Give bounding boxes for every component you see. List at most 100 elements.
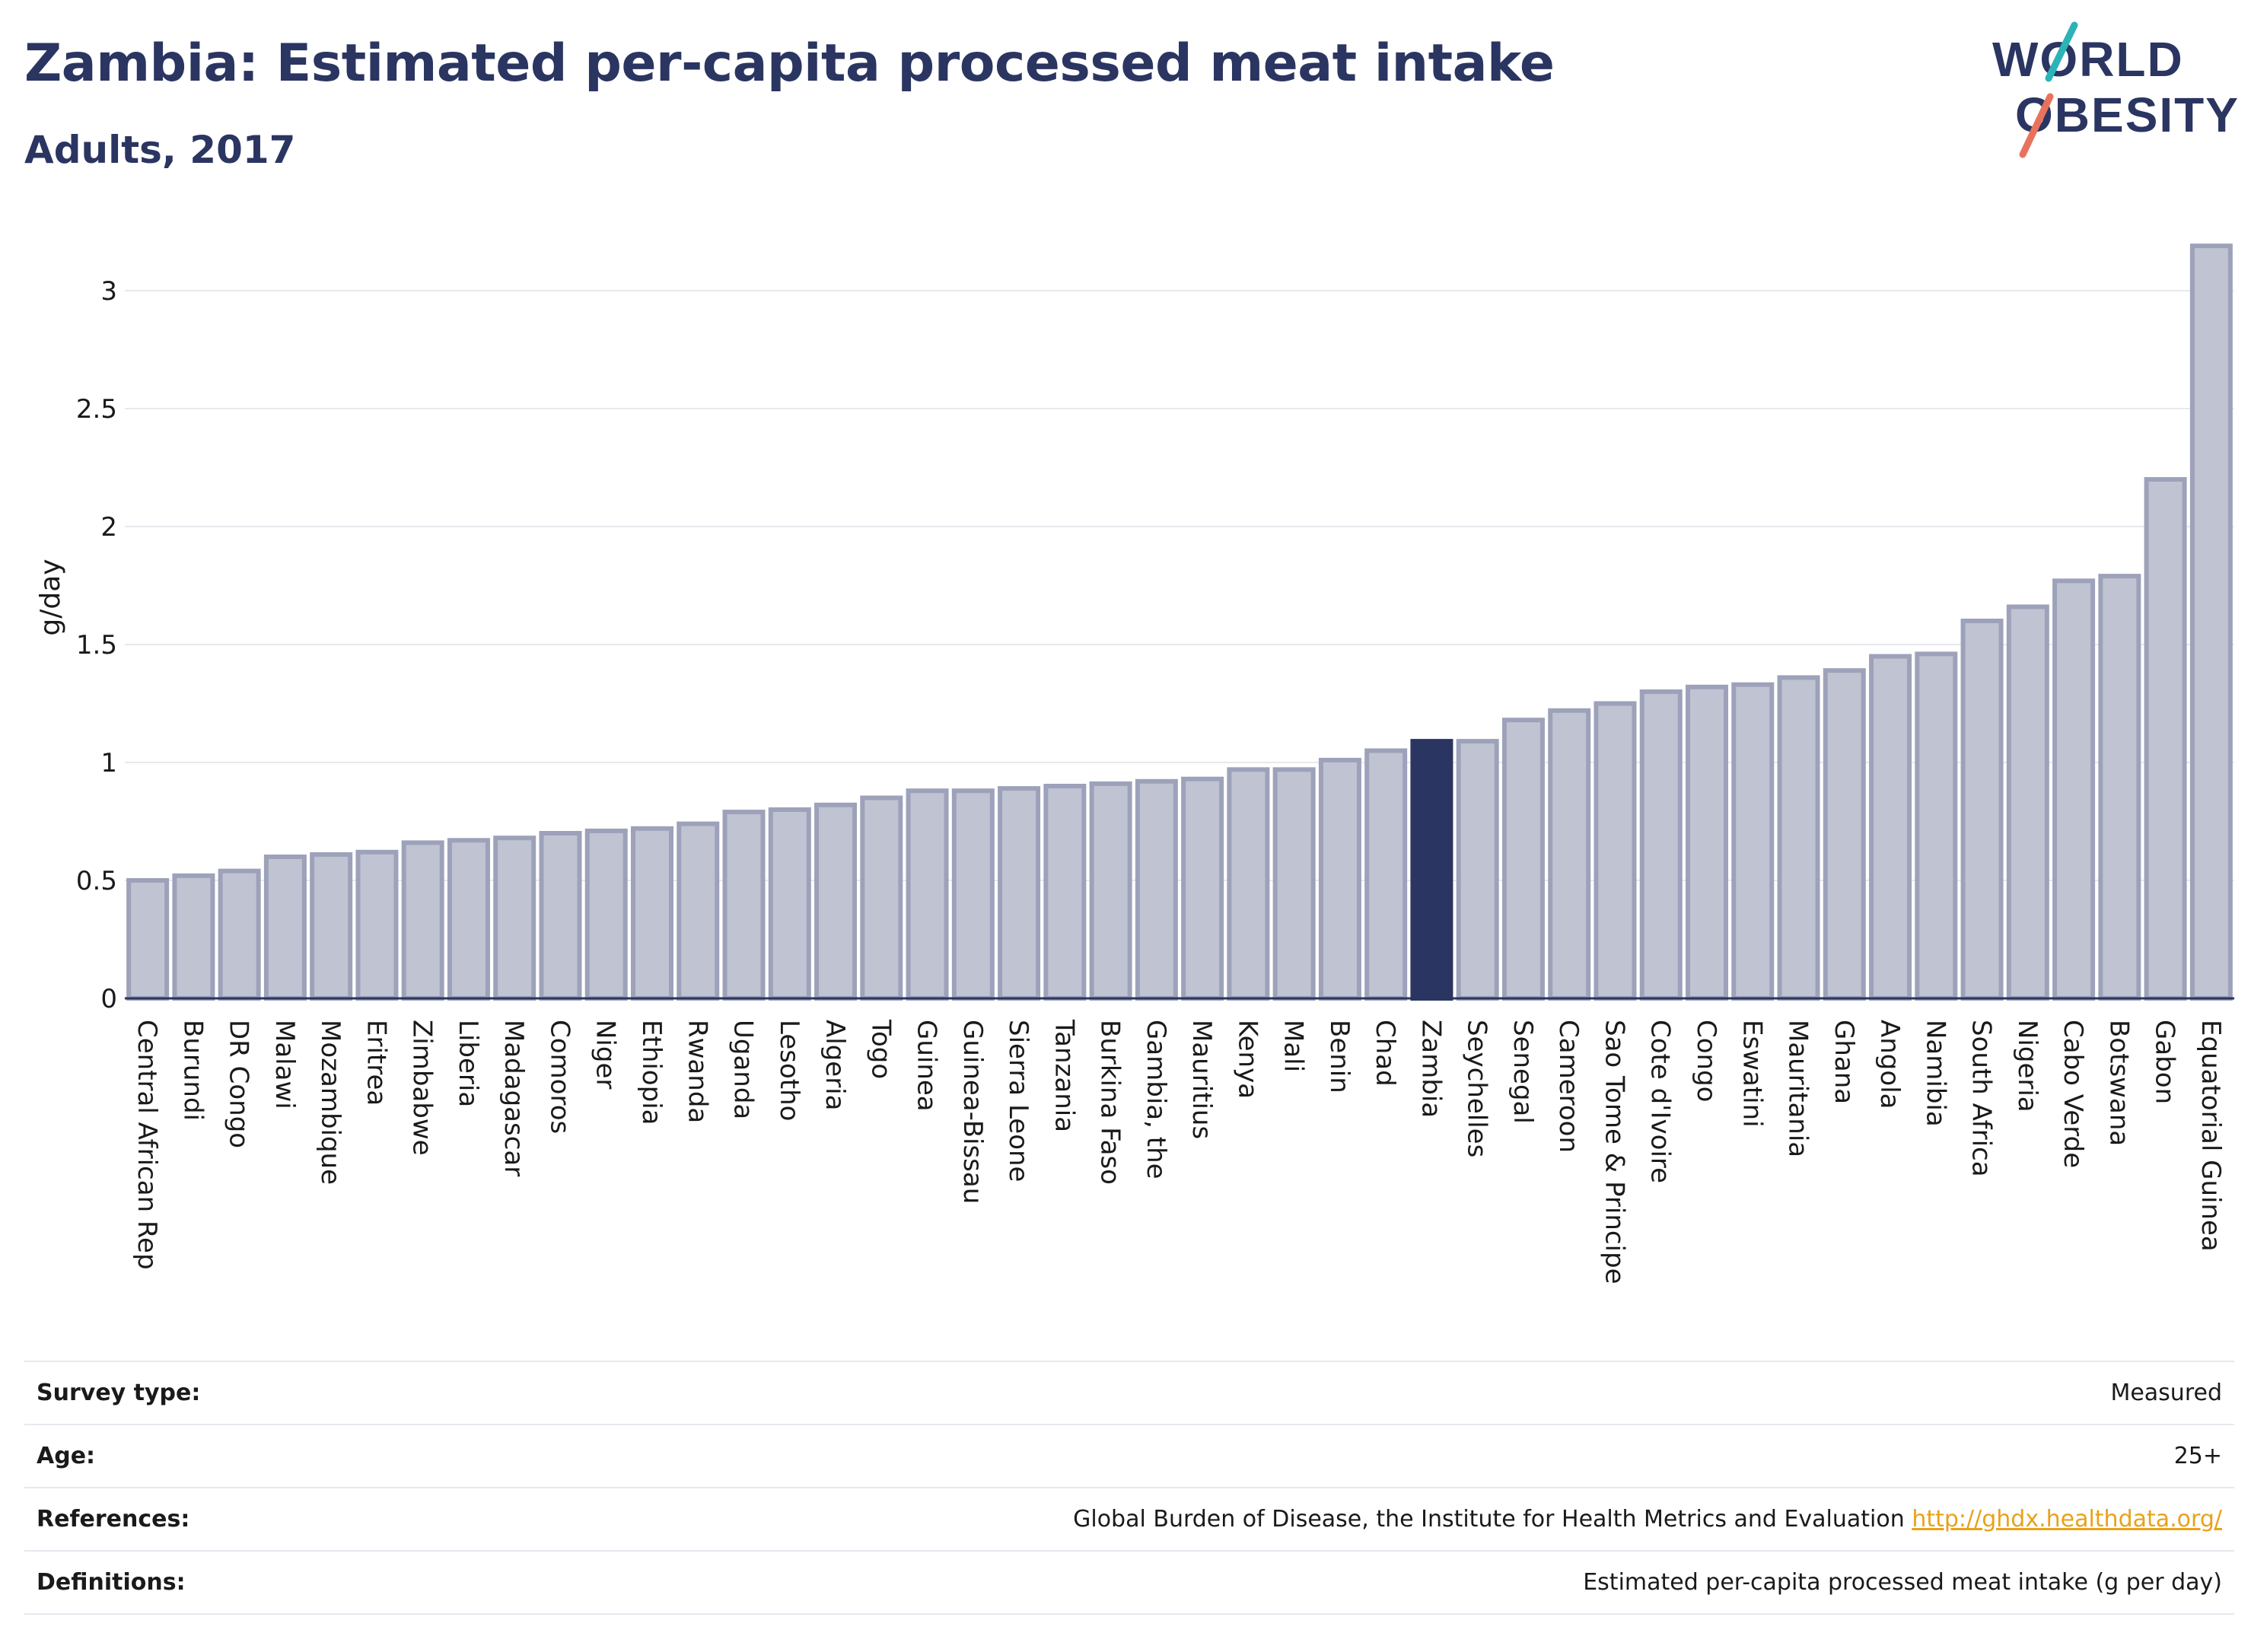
bar[interactable] <box>1823 668 1866 1001</box>
bar[interactable] <box>1960 619 2004 1001</box>
meta-value: Measured <box>2110 1380 2222 1406</box>
x-tick-label: Algeria <box>820 1020 850 1110</box>
x-tick-label: Tanzania <box>1049 1019 1079 1132</box>
bar[interactable] <box>722 810 766 1001</box>
bar[interactable] <box>1089 781 1132 1001</box>
x-tick-label: Rwanda <box>682 1020 712 1123</box>
bar[interactable] <box>493 836 536 1001</box>
x-tick-label: Ethiopia <box>636 1020 667 1125</box>
bar[interactable] <box>539 831 582 1001</box>
x-tick-label: Burkina Faso <box>1095 1020 1126 1185</box>
bar[interactable] <box>1501 718 1545 1001</box>
y-tick-label: 1 <box>100 748 117 778</box>
x-tick-label: Benin <box>1324 1020 1355 1093</box>
meta-label: References: <box>37 1506 190 1533</box>
x-tick-label: Uganda <box>728 1020 759 1119</box>
x-tick-label: Madagascar <box>498 1020 529 1176</box>
x-tick-label: Gambia, the <box>1141 1020 1171 1179</box>
bar[interactable] <box>310 851 353 1001</box>
bar[interactable] <box>401 840 444 1001</box>
meta-label: Survey type: <box>37 1380 201 1406</box>
y-tick-label: 0 <box>100 984 117 1014</box>
bar[interactable] <box>1364 748 1408 1001</box>
bar[interactable] <box>1272 767 1316 1001</box>
meta-row-age: Age: 25+ <box>24 1425 2234 1488</box>
y-tick-label: 2 <box>100 512 117 543</box>
bar[interactable] <box>1318 757 1361 1001</box>
bar[interactable] <box>218 868 261 1001</box>
bar[interactable] <box>584 828 628 1001</box>
x-tick-label: Mauritius <box>1186 1020 1217 1139</box>
world-obesity-logo[interactable]: WORLD OBESITY <box>1979 19 2237 164</box>
bar[interactable] <box>355 849 399 1001</box>
bar[interactable] <box>2189 244 2233 1001</box>
x-tick-label: Zambia <box>1415 1020 1446 1118</box>
y-tick-label: 0.5 <box>76 866 117 896</box>
x-tick-labels: Central African Rep Burundi DR Congo Malawi… <box>132 1019 2226 1284</box>
bar[interactable] <box>1869 654 1912 1001</box>
bar[interactable] <box>2006 604 2049 1001</box>
bar[interactable] <box>172 873 215 1001</box>
bar[interactable] <box>631 826 673 1001</box>
x-tick-label: Chad <box>1370 1020 1400 1087</box>
chart-subtitle: Adults, 2017 <box>24 128 296 172</box>
bar[interactable] <box>1777 675 1820 1001</box>
bar-chart: 0 0.5 1 1.5 2 2.5 3 Central African Rep Burundi… <box>35 244 2234 1284</box>
bar[interactable] <box>768 807 811 1001</box>
bars <box>126 244 2233 1001</box>
bar[interactable] <box>1548 708 1591 1001</box>
x-tick-label: Lesotho <box>774 1020 804 1121</box>
x-tick-label: Mozambique <box>315 1020 345 1185</box>
x-tick-label: Namibia <box>1920 1020 1950 1127</box>
bar[interactable] <box>1410 739 1453 1001</box>
bar[interactable] <box>1456 739 1499 1001</box>
x-tick-label: Niger <box>591 1020 621 1089</box>
x-tick-label: Malawi <box>269 1020 300 1109</box>
x-tick-label: Sierra Leone <box>1003 1020 1033 1182</box>
x-tick-label: Cabo Verde <box>2058 1020 2088 1168</box>
bar[interactable] <box>1181 776 1224 1001</box>
logo-slash-coral <box>2019 93 2054 158</box>
bar[interactable] <box>447 838 490 1001</box>
bar[interactable] <box>1915 651 1958 1001</box>
logo-slash-teal <box>2045 21 2078 82</box>
x-tick-label: Eswatini <box>1737 1020 1767 1128</box>
x-tick-label: Liberia <box>453 1020 483 1107</box>
x-tick-label: Senegal <box>1508 1020 1538 1124</box>
x-tick-label: Angola <box>1874 1020 1905 1109</box>
x-tick-label: Ghana <box>1829 1020 1859 1104</box>
reference-link[interactable]: http://ghdx.healthdata.org/ <box>1912 1506 2222 1533</box>
x-tick-label: South Africa <box>1966 1020 1997 1177</box>
y-tick-label: 3 <box>100 276 117 307</box>
bar[interactable] <box>1686 684 1728 1001</box>
y-axis-label: g/day <box>35 559 66 635</box>
bar[interactable] <box>126 878 170 1001</box>
meta-value: Estimated per-capita processed meat inta… <box>1583 1569 2222 1596</box>
x-tick-label: DR Congo <box>224 1020 254 1148</box>
bar[interactable] <box>998 786 1041 1001</box>
bar[interactable] <box>1639 689 1683 1001</box>
bar[interactable] <box>2098 574 2141 1001</box>
bar[interactable] <box>1731 682 1775 1001</box>
meta-value: Global Burden of Disease, the Institute … <box>1073 1506 2222 1533</box>
bar[interactable] <box>677 821 720 1001</box>
bar[interactable] <box>1135 778 1178 1001</box>
bar[interactable] <box>2144 477 2187 1001</box>
x-tick-label: Nigeria <box>2012 1020 2042 1112</box>
bar[interactable] <box>2052 578 2096 1001</box>
x-tick-label: Eritrea <box>361 1020 391 1106</box>
bar[interactable] <box>860 795 903 1001</box>
bar[interactable] <box>906 788 949 1001</box>
x-tick-label: Sao Tome & Principe <box>1599 1020 1629 1284</box>
x-tick-label: Gabon <box>2150 1020 2180 1104</box>
bar[interactable] <box>951 788 995 1001</box>
y-tick-label: 1.5 <box>76 630 117 660</box>
x-tick-label: Cameroon <box>1553 1020 1584 1153</box>
x-tick-label: Guinea-Bissau <box>957 1020 988 1204</box>
bar[interactable] <box>1043 784 1087 1001</box>
bar[interactable] <box>814 802 858 1001</box>
chart-title: Zambia: Estimated per-capita processed m… <box>24 33 1555 94</box>
bar[interactable] <box>1594 701 1637 1001</box>
bar[interactable] <box>1227 767 1270 1001</box>
bar[interactable] <box>263 855 307 1001</box>
